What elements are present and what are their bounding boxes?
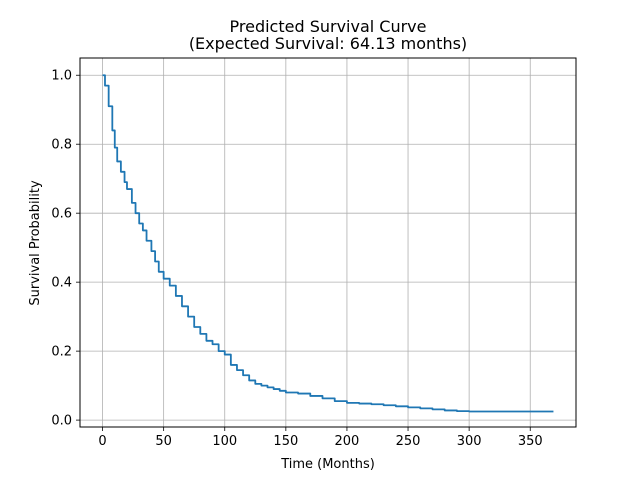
- y-tick-label: 0.6: [51, 207, 72, 222]
- series-layer: [102, 74, 554, 413]
- chart-title-line2: (Expected Survival: 64.13 months): [189, 34, 467, 53]
- x-tick-label: 0: [98, 434, 106, 449]
- y-tick-label: 0.0: [51, 414, 72, 429]
- grid-lines: [80, 58, 576, 427]
- x-tick-label: 100: [212, 434, 237, 449]
- x-tick-label: 150: [273, 434, 298, 449]
- chart-title-line1: Predicted Survival Curve: [230, 17, 427, 36]
- survival-curve-line: [102, 74, 554, 413]
- x-tick-label: 300: [457, 434, 482, 449]
- y-tick-label: 0.8: [51, 138, 72, 153]
- x-axis-label: Time (Months): [280, 457, 375, 472]
- y-tick-label: 0.2: [51, 345, 72, 360]
- y-axis-ticks: 0.0 0.2 0.4 0.6 0.8 1.0: [51, 69, 80, 429]
- y-tick-label: 0.4: [51, 276, 72, 291]
- y-tick-label: 1.0: [51, 69, 72, 84]
- plot-frame: [79, 57, 577, 428]
- x-tick-label: 200: [335, 434, 360, 449]
- x-tick-label: 250: [396, 434, 421, 449]
- x-tick-label: 50: [155, 434, 172, 449]
- x-tick-label: 350: [518, 434, 543, 449]
- y-axis-label: Survival Probability: [28, 180, 43, 306]
- x-axis-ticks: 0 50 100 150 200 250 300 350: [98, 427, 543, 449]
